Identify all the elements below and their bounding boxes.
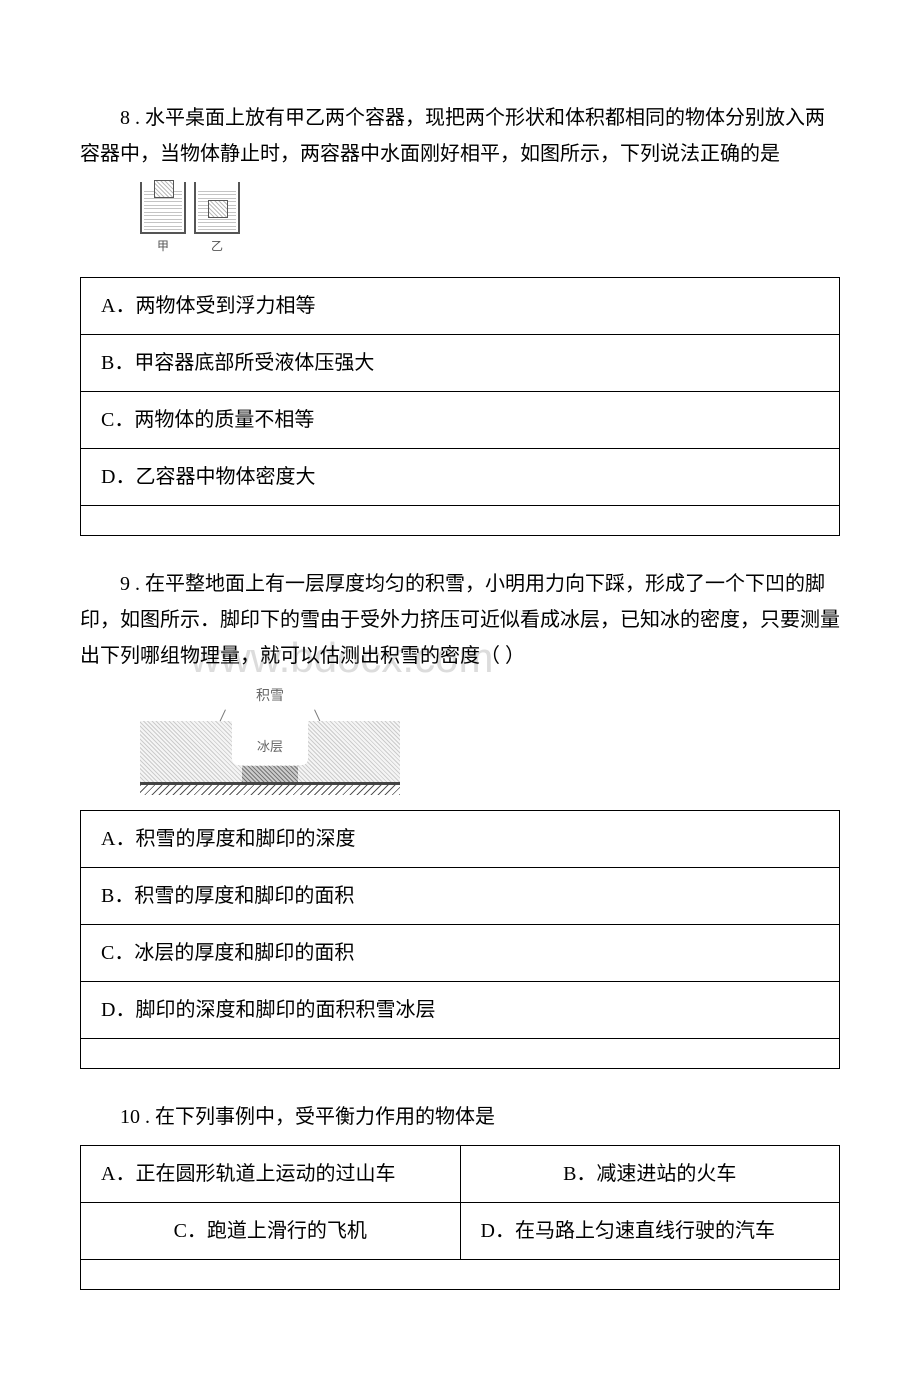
q8-option-d: D．乙容器中物体密度大 <box>81 449 840 506</box>
q9-empty-row <box>81 1039 840 1069</box>
q9-options-table: A．积雪的厚度和脚印的深度 B．积雪的厚度和脚印的面积 C．冰层的厚度和脚印的面… <box>80 810 840 1069</box>
q10-stem: 10 . 在下列事例中，受平衡力作用的物体是 <box>80 1099 840 1135</box>
q9-stem: 9 . 在平整地面上有一层厚度均匀的积雪，小明用力向下踩，形成了一个下凹的脚印，… <box>80 566 840 674</box>
q10-empty-row <box>81 1260 840 1290</box>
q9-number: 9 . <box>120 573 140 595</box>
snow-label: 积雪 <box>140 684 400 709</box>
vessel-right: 乙 <box>194 182 240 258</box>
q8-number: 8 . <box>120 107 140 129</box>
q8-option-a: A．两物体受到浮力相等 <box>81 278 840 335</box>
q10-option-c: C．跑道上滑行的飞机 <box>81 1203 461 1260</box>
q8-option-c: C．两物体的质量不相等 <box>81 392 840 449</box>
q8-text: 水平桌面上放有甲乙两个容器，现把两个形状和体积都相同的物体分别放入两容器中，当物… <box>80 107 825 165</box>
q9-option-c: C．冰层的厚度和脚印的面积 <box>81 925 840 982</box>
vessel-right-label: 乙 <box>194 236 240 258</box>
q8-option-b: B．甲容器底部所受液体压强大 <box>81 335 840 392</box>
ice-label: 冰层 <box>232 735 308 758</box>
q10-options-table: A．正在圆形轨道上运动的过山车 B．减速进站的火车 C．跑道上滑行的飞机 D．在… <box>80 1145 840 1290</box>
q9-option-d: D．脚印的深度和脚印的面积积雪冰层 <box>81 982 840 1039</box>
q9-figure: 积雪 冰层 <box>140 684 400 795</box>
q8-options-table: A．两物体受到浮力相等 B．甲容器底部所受液体压强大 C．两物体的质量不相等 D… <box>80 277 840 536</box>
q8-figure: 甲 乙 <box>140 182 840 262</box>
q9-option-a: A．积雪的厚度和脚印的深度 <box>81 811 840 868</box>
q10-option-a: A．正在圆形轨道上运动的过山车 <box>81 1146 461 1203</box>
q10-text: 在下列事例中，受平衡力作用的物体是 <box>155 1106 495 1128</box>
vessel-left: 甲 <box>140 182 186 258</box>
q8-stem: 8 . 水平桌面上放有甲乙两个容器，现把两个形状和体积都相同的物体分别放入两容器… <box>80 100 840 172</box>
q8-empty-row <box>81 506 840 536</box>
q9-text: 在平整地面上有一层厚度均匀的积雪，小明用力向下踩，形成了一个下凹的脚印，如图所示… <box>80 573 840 667</box>
q9-option-b: B．积雪的厚度和脚印的面积 <box>81 868 840 925</box>
q10-option-b: B．减速进站的火车 <box>460 1146 840 1203</box>
q10-option-d: D．在马路上匀速直线行驶的汽车 <box>460 1203 840 1260</box>
q10-number: 10 . <box>120 1106 150 1128</box>
vessel-left-label: 甲 <box>140 236 186 258</box>
